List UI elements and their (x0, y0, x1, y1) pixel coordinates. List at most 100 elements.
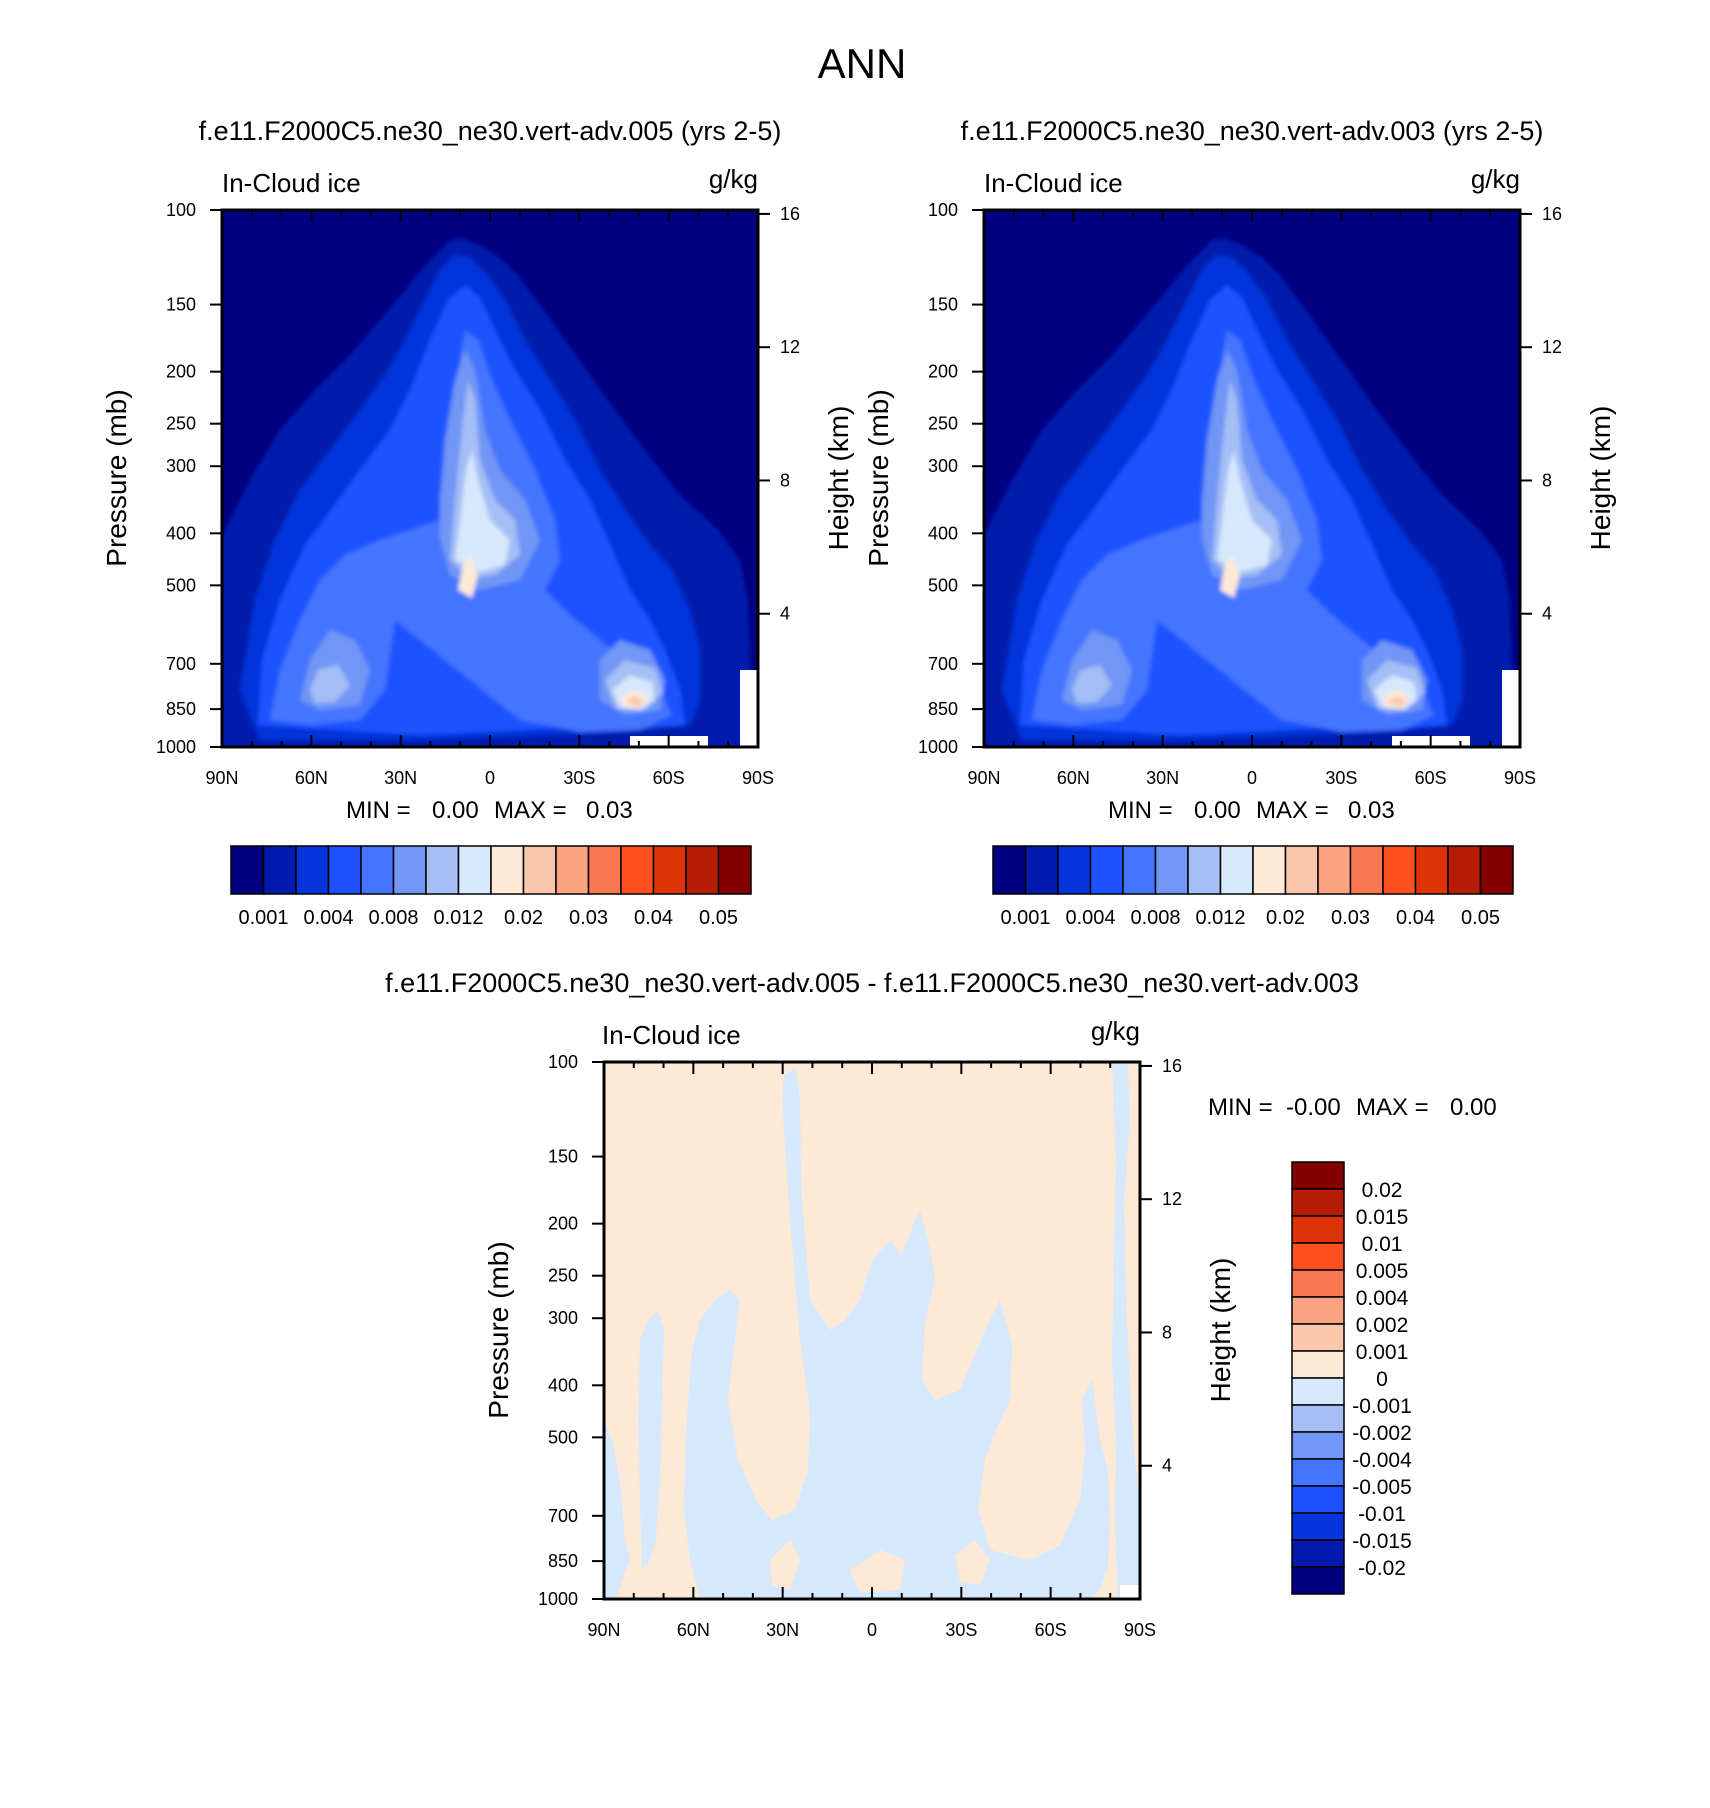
panel-right-y-axis: 100 150 200 250 300 400 500 700 850 1000 (918, 200, 984, 757)
panel-left-missing-region-edge (740, 670, 758, 747)
panel-left-x-tick-label: 0 (485, 768, 495, 788)
panel-difference-y-tick-label: 100 (548, 1052, 578, 1072)
panel-difference-colorbar-swatch (1291, 1485, 1345, 1514)
panel-right-colorbar-swatch (1317, 845, 1352, 895)
panel-difference-y2-axis: 16 12 8 4 (1140, 1056, 1182, 1476)
panel-left-colorbar-swatch (295, 845, 330, 895)
panel-left-contour-level-7 (455, 450, 655, 710)
panel-right-y-tick-label: 850 (928, 699, 958, 719)
panel-left-y2-axis: 16 12 8 4 (758, 204, 800, 624)
panel-left-ylabel: Pressure (mb) (101, 389, 132, 566)
panel-right-colorbar-swatch (1122, 845, 1157, 895)
panel-right-x-tick-label: 30S (1325, 768, 1357, 788)
panel-difference-stats: MIN = -0.00 MAX = 0.00 (1208, 1094, 1497, 1121)
panel-difference-x-tick-label: 60S (1035, 1620, 1067, 1640)
panel-right-colorbar-swatch (1382, 845, 1417, 895)
panel-right-colorbar-swatch (1024, 845, 1059, 895)
panel-right-colorbar-swatch (992, 845, 1027, 895)
panel-right-units-label: g/kg (1471, 164, 1520, 194)
panel-right-colorbar-swatch (1414, 845, 1449, 895)
panel-right-x-tick-label: 60S (1415, 768, 1447, 788)
panel-right-y2-tick-label: 16 (1542, 204, 1562, 224)
panel-left-y-tick-label: 300 (166, 456, 196, 476)
panel-difference-colorbar-swatch (1291, 1188, 1345, 1217)
panel-left-colorbar-swatch (360, 845, 395, 895)
panel-difference-colorbar-label: 0 (1376, 1368, 1388, 1391)
panel-difference-y2-tick-label: 8 (1162, 1322, 1172, 1342)
panel-difference-x-tick-label: 30S (945, 1620, 977, 1640)
panel-difference-colorbar-swatch (1291, 1431, 1345, 1460)
panel-right-min-label: MIN = (1108, 797, 1173, 824)
panel-left-min-value: 0.00 (432, 797, 479, 824)
panel-left-colorbar-swatch (490, 845, 525, 895)
panel-difference-colorbar-swatch (1291, 1404, 1345, 1433)
panel-left-y-tick-label: 150 (166, 295, 196, 315)
panel-left-y2-tick-label: 8 (780, 470, 790, 490)
panel-left-y2-tick-label: 4 (780, 604, 790, 624)
panel-right-colorbar-label: 0.04 (1396, 907, 1435, 929)
panel-right-max-label: MAX = (1256, 797, 1329, 824)
panel-difference: f.e11.F2000C5.ne30_ne30.vert-adv.005 - f… (385, 968, 1497, 1640)
panel-difference-variable-label: In-Cloud ice (602, 1020, 741, 1050)
panel-difference-x-tick-label: 30N (766, 1620, 799, 1640)
panel-left-colorbar-swatch (457, 845, 492, 895)
panel-difference-y-tick-label: 500 (548, 1427, 578, 1447)
panel-difference-negative-region-3 (684, 1068, 1110, 1599)
panel-left-stats: MIN = 0.00 MAX = 0.03 (346, 797, 633, 824)
panel-difference-x-axis: 90N 60N 30N 0 30S 60S 90S (587, 1062, 1156, 1640)
panel-difference-positive-blob-1 (770, 1540, 800, 1590)
panel-right-y-tick-label: 100 (928, 200, 958, 220)
panel-right-colorbar-swatch (1057, 845, 1092, 895)
panel-difference-min-label: MIN = (1208, 1094, 1273, 1121)
panel-difference-max-value: 0.00 (1450, 1094, 1497, 1121)
panel-difference-colorbar-swatch (1291, 1539, 1345, 1568)
panel-difference-negative-region-2 (638, 1310, 664, 1570)
panel-right-x-tick-label: 60N (1057, 768, 1090, 788)
panel-difference-y-tick-label: 250 (548, 1266, 578, 1286)
panel-difference-colorbar-label: -0.02 (1358, 1557, 1406, 1580)
panel-left-colorbar-swatch (620, 845, 655, 895)
panel-left-variable-label: In-Cloud ice (222, 168, 361, 198)
panel-right-contour-level-7 (1217, 450, 1417, 710)
panel-right-y-tick-label: 200 (928, 362, 958, 382)
panel-right-y-tick-label: 700 (928, 654, 958, 674)
panel-left-colorbar-label: 0.008 (368, 907, 418, 929)
panel-right-y2label: Height (km) (1585, 406, 1616, 551)
panel-left-x-axis: 90N 60N 30N 0 30S 60S 90S (205, 210, 774, 788)
panel-difference-colorbar-swatch (1291, 1269, 1345, 1298)
panel-difference-positive-blobs (770, 1455, 1060, 1592)
panel-right-x-tick-label: 90N (967, 768, 1000, 788)
panel-right-y2-axis: 16 12 8 4 (1520, 204, 1562, 624)
panel-left-colorbar-label: 0.001 (238, 907, 288, 929)
panel-difference-units-label: g/kg (1091, 1016, 1140, 1046)
panel-difference-y-tick-label: 150 (548, 1147, 578, 1167)
panel-difference-negative-regions (604, 1062, 1140, 1599)
panel-difference-colorbar-label: 0.001 (1356, 1341, 1409, 1364)
panel-difference-y-tick-label: 1000 (538, 1589, 578, 1609)
panel-right-colorbar-swatch (1479, 845, 1514, 895)
panel-left-colorbar-label: 0.03 (569, 907, 608, 929)
panel-left-colorbar-label: 0.012 (433, 907, 483, 929)
panel-difference-colorbar-swatch (1291, 1242, 1345, 1271)
panel-right-colorbar-label: 0.03 (1331, 907, 1370, 929)
panel-left-title: f.e11.F2000C5.ne30_ne30.vert-adv.005 (yr… (199, 116, 782, 146)
panel-right-y-tick-label: 300 (928, 456, 958, 476)
panel-right-variable-label: In-Cloud ice (984, 168, 1123, 198)
panel-difference-colorbar-swatch (1291, 1215, 1345, 1244)
panel-right-colorbar-swatch (1349, 845, 1384, 895)
panel-right-colorbar-swatch (1187, 845, 1222, 895)
panel-right-plot-area (984, 210, 1520, 747)
panel-right-contour-level-9 (1387, 696, 1407, 707)
panel-difference-colorbar-swatch (1291, 1458, 1345, 1487)
panel-difference-colorbar-label: 0.002 (1356, 1314, 1409, 1337)
panel-right-contour-field (984, 238, 1520, 747)
panel-left-y-tick-label: 700 (166, 654, 196, 674)
panel-difference-x-tick-label: 90S (1124, 1620, 1156, 1640)
panel-left-max-value: 0.03 (586, 797, 633, 824)
panel-left-y2label: Height (km) (823, 406, 854, 551)
panel-difference-min-value: -0.00 (1286, 1094, 1341, 1121)
panel-difference-colorbar-label: -0.005 (1352, 1476, 1412, 1499)
panel-difference-colorbar-swatch (1291, 1377, 1345, 1406)
panel-left-colorbar-label: 0.05 (699, 907, 738, 929)
